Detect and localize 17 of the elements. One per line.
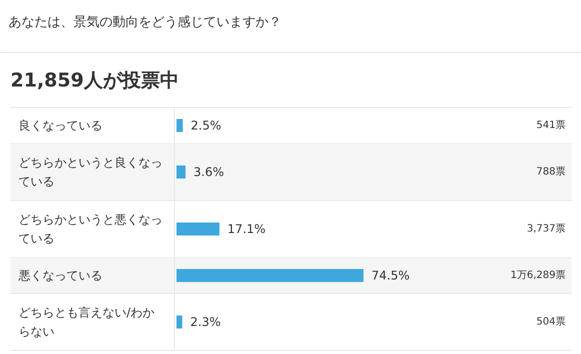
data-label: 17.1% [227, 222, 266, 236]
y-tick-label: どちらかというと良くなっている [18, 156, 162, 188]
data-label: 74.5% [372, 268, 410, 282]
y-tick-label: 良くなっている [18, 118, 102, 132]
data-label: 2.3% [190, 315, 221, 329]
data-label: 2.5% [190, 118, 222, 132]
y-tick-label: どちらとも言えない/わからない [18, 306, 155, 338]
text: 504票 [536, 316, 566, 328]
text: 1万6,289票 [510, 270, 566, 281]
chart-title: あなたは、景気の動向をどう感じていますか？ [8, 15, 282, 30]
text: 3,737票 [526, 224, 566, 234]
text: 788票 [536, 166, 566, 178]
text: 541票 [536, 120, 566, 131]
y-tick-label: 悪くなっている [18, 268, 102, 282]
chart-subtitle: 21,859人が投票中 [10, 70, 179, 92]
y-tick-label: どちらかというと悪くなっている [18, 212, 162, 246]
data-label: 3.6% [194, 165, 224, 179]
